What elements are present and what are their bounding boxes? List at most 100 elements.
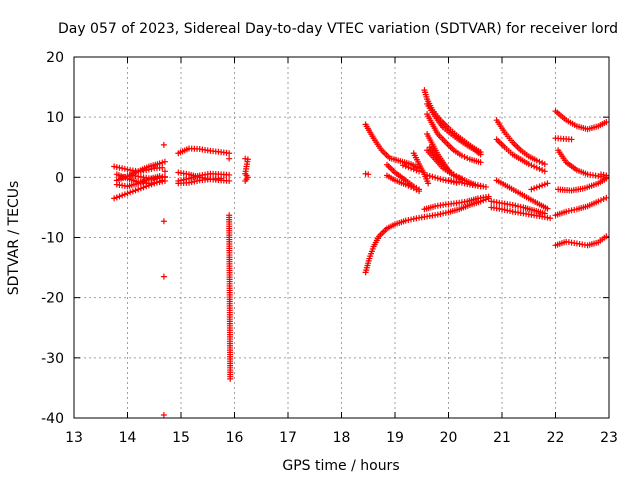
series-trace-08 <box>175 145 233 157</box>
data-point <box>160 141 167 148</box>
y-tick-label: -40 <box>41 411 64 427</box>
data-point <box>402 163 409 170</box>
data-point <box>161 168 168 175</box>
series-trace-15 <box>362 121 423 172</box>
data-point <box>124 166 131 173</box>
data-point <box>563 208 570 215</box>
axis-ticks: 13 14 15 16 17 18 19 20 21 22 23 -40 -30 -20 -10 0 10 20 <box>41 50 618 446</box>
data-point <box>515 203 522 210</box>
data-point <box>528 186 535 193</box>
series-trace-13 <box>242 155 251 184</box>
data-point <box>153 175 160 182</box>
data-point <box>434 211 441 218</box>
series-trace-29 <box>421 193 492 213</box>
x-tick-label: 19 <box>386 430 404 446</box>
data-point <box>541 161 548 168</box>
data-point <box>402 181 409 188</box>
data-point <box>536 165 543 172</box>
data-point <box>440 176 447 183</box>
series-trace-33 <box>488 198 548 217</box>
data-point <box>539 167 546 174</box>
data-point <box>405 164 412 171</box>
data-point <box>227 375 234 382</box>
series-trace-14 <box>362 170 372 178</box>
data-point <box>461 153 468 160</box>
data-point <box>402 217 409 224</box>
y-tick-label: 20 <box>46 50 64 66</box>
data-point <box>242 177 249 184</box>
data-point <box>159 164 166 171</box>
series-trace-26 <box>410 150 432 187</box>
x-tick-label: 21 <box>493 430 511 446</box>
x-tick-label: 23 <box>600 430 618 446</box>
data-point <box>111 163 118 170</box>
series-trace-06 <box>119 172 168 183</box>
data-point <box>603 194 610 201</box>
series-trace-39 <box>555 175 610 194</box>
x-tick-label: 16 <box>226 430 244 446</box>
data-point <box>426 172 433 179</box>
data-point <box>159 159 166 166</box>
data-point <box>432 174 439 181</box>
data-point <box>188 179 195 186</box>
x-tick-label: 15 <box>172 430 190 446</box>
series-trace-34 <box>488 204 554 222</box>
data-point <box>129 188 136 195</box>
data-point <box>400 162 407 169</box>
data-point <box>571 206 578 213</box>
series-trace-35 <box>528 180 551 193</box>
data-point <box>160 273 167 280</box>
grid-lines <box>74 57 609 418</box>
data-point <box>413 167 420 174</box>
data-point <box>408 183 415 190</box>
series-trace-42 <box>597 171 610 179</box>
data-point <box>160 218 167 225</box>
x-tick-label: 14 <box>119 430 137 446</box>
data-point <box>127 189 134 196</box>
data-point <box>421 171 428 178</box>
series-trace-37 <box>552 135 575 143</box>
data-point <box>119 165 126 172</box>
series-trace-32 <box>493 177 551 212</box>
data-point <box>437 211 444 218</box>
data-point <box>544 180 551 187</box>
data-point <box>124 190 131 197</box>
data-point <box>568 136 575 143</box>
data-point <box>512 202 519 209</box>
data-point <box>410 166 417 173</box>
data-point <box>437 176 444 183</box>
data-point <box>499 206 505 213</box>
data-point <box>544 205 551 212</box>
data-point <box>226 150 233 157</box>
data-point <box>113 194 120 201</box>
data-point <box>135 186 142 193</box>
data-point <box>132 187 139 194</box>
y-tick-label: -10 <box>41 231 64 247</box>
data-point <box>477 151 484 158</box>
data-point <box>533 157 540 164</box>
series-trace-28 <box>445 177 484 190</box>
data-point <box>517 203 524 210</box>
plot-frame <box>73 56 610 419</box>
data-point <box>408 216 415 223</box>
data-point <box>597 171 604 178</box>
data-point <box>536 183 543 190</box>
y-tick-label: -30 <box>41 351 64 367</box>
x-tick-label: 17 <box>279 430 297 446</box>
data-point <box>525 161 532 168</box>
data-point <box>531 163 538 170</box>
data-point <box>442 209 449 216</box>
data-point <box>218 175 225 182</box>
data-point <box>464 155 471 162</box>
data-point <box>429 173 436 180</box>
data-point <box>160 411 167 418</box>
data-point <box>547 215 554 222</box>
data-point <box>539 182 546 189</box>
data-point <box>600 171 607 178</box>
data-point <box>113 164 120 171</box>
data-point <box>603 118 610 125</box>
data-point <box>533 164 540 171</box>
data-point <box>507 208 514 215</box>
data-point <box>541 168 548 175</box>
